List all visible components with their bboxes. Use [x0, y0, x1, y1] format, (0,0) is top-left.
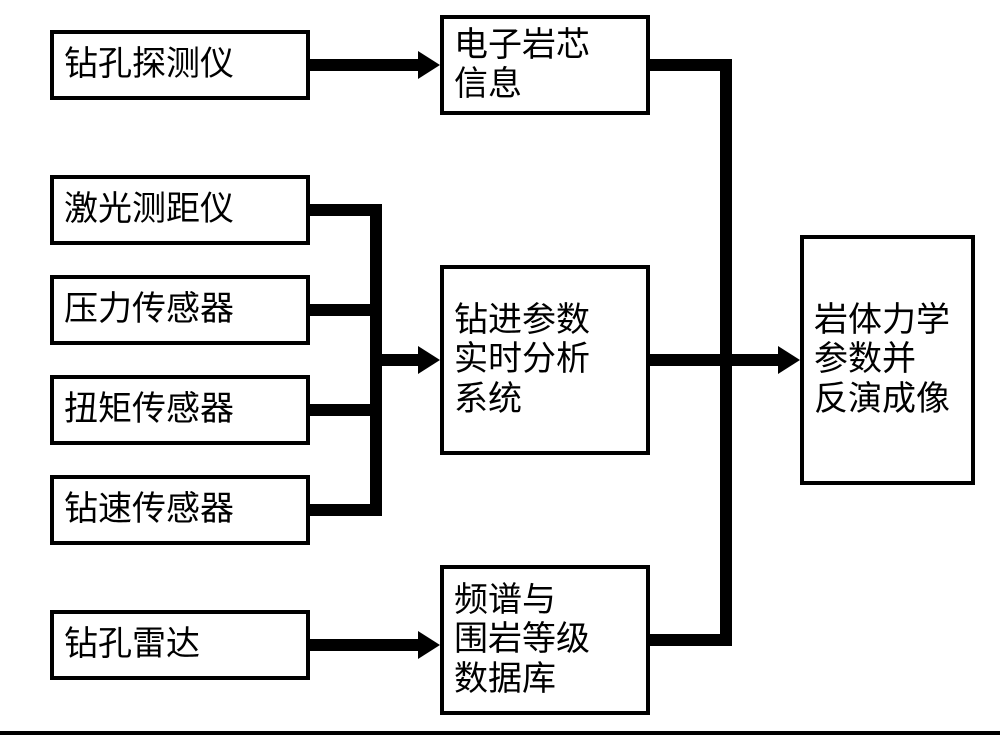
node-label: 钻孔雷达 — [64, 625, 200, 664]
node-label: 岩体力学 参数并 反演成像 — [814, 301, 950, 418]
diagram-canvas: 钻孔探测仪 激光测距仪 压力传感器 扭矩传感器 钻速传感器 钻孔雷达 电子岩芯 … — [0, 0, 1000, 735]
node-electronic-core-info: 电子岩芯 信息 — [440, 15, 650, 115]
node-pressure-sensor: 压力传感器 — [50, 275, 310, 345]
node-label: 激光测距仪 — [64, 190, 234, 229]
node-drilling-param-system: 钻进参数 实时分析 系统 — [440, 265, 650, 455]
edge-detector-to-core — [310, 59, 420, 71]
arrowhead-icon — [418, 51, 440, 79]
arrowhead-icon — [418, 346, 440, 374]
edge-middle-bus-vertical — [720, 59, 732, 646]
arrowhead-icon — [778, 346, 800, 374]
edge-bus-to-param-system — [370, 354, 420, 366]
node-label: 频谱与 围岩等级 数据库 — [454, 581, 590, 698]
node-label: 钻速传感器 — [64, 490, 234, 529]
edge-bus-to-result — [720, 354, 780, 366]
node-drill-radar: 钻孔雷达 — [50, 610, 310, 680]
node-label: 钻进参数 实时分析 系统 — [454, 301, 590, 418]
node-label: 扭矩传感器 — [64, 390, 234, 429]
edge-radar-to-spectrum — [310, 639, 420, 651]
node-spectrum-rock-db: 频谱与 围岩等级 数据库 — [440, 565, 650, 715]
node-rock-mechanics-result: 岩体力学 参数并 反演成像 — [800, 235, 975, 485]
arrowhead-icon — [418, 631, 440, 659]
node-laser-rangefinder: 激光测距仪 — [50, 175, 310, 245]
node-torque-sensor: 扭矩传感器 — [50, 375, 310, 445]
node-drill-detector: 钻孔探测仪 — [50, 30, 310, 100]
node-speed-sensor: 钻速传感器 — [50, 475, 310, 545]
frame-bottom-border — [0, 731, 1000, 735]
node-label: 电子岩芯 信息 — [454, 26, 590, 104]
node-label: 钻孔探测仪 — [64, 45, 234, 84]
node-label: 压力传感器 — [64, 290, 234, 329]
